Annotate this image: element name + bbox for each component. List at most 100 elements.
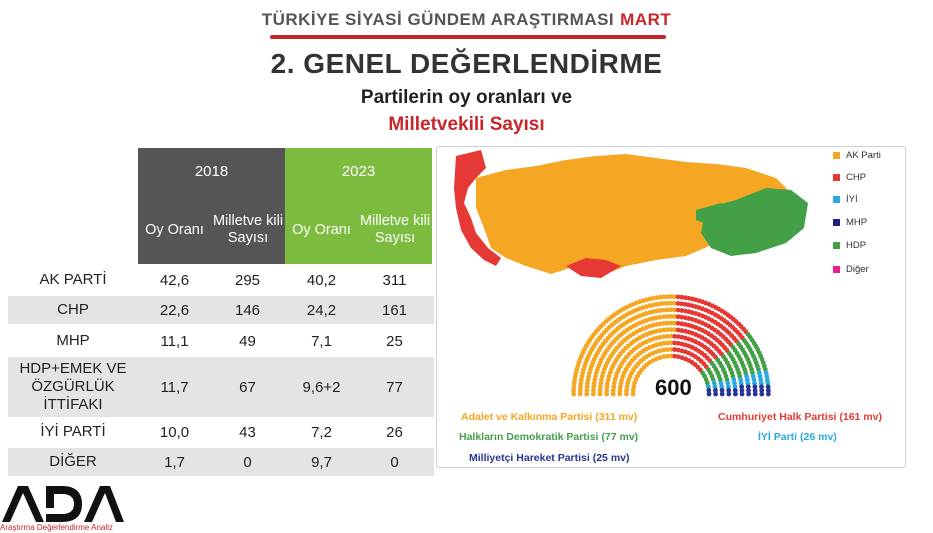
seat-mhp: [713, 387, 718, 393]
seat-iyi: [744, 377, 750, 383]
legend-label: Diğer: [846, 264, 869, 275]
caption-iyi: İYİ Parti (26 mv): [758, 431, 837, 443]
seat-akp: [584, 388, 590, 393]
seat-chp: [672, 333, 678, 339]
parliament-chart: [571, 294, 771, 397]
seat-akp: [654, 315, 660, 321]
seat-akp: [611, 384, 617, 390]
seat-akp: [578, 380, 584, 386]
seats-2018: 43: [239, 423, 256, 441]
ada-logo: [2, 486, 124, 522]
vote-2023: 40,2: [306, 271, 337, 289]
seat-mhp: [719, 387, 725, 393]
seat-akp: [654, 295, 660, 301]
seat-akp: [661, 307, 667, 313]
seat-akp: [571, 388, 577, 393]
seat-akp: [664, 353, 670, 359]
seat-akp: [661, 294, 667, 300]
party-name: AK PARTİ: [39, 271, 107, 288]
seat-akp: [657, 328, 663, 333]
seat-akp: [654, 308, 660, 314]
seat-akp: [657, 341, 663, 347]
party-name: MHP: [56, 332, 90, 349]
seat-mhp: [726, 391, 732, 397]
subheader-seats-2018: Milletve kili Sayısı: [211, 196, 285, 264]
legend-swatch: [833, 242, 840, 249]
section-title: 2. GENEL DEĞERLENDİRME: [270, 48, 663, 79]
seat-iyi: [705, 384, 711, 389]
table-row: CHP 22,6 146 24,2 161: [8, 296, 434, 324]
seats-2023: 26: [386, 423, 403, 441]
vote-2018: 1,7: [164, 453, 185, 471]
seat-akp: [664, 347, 670, 352]
seat-akp: [657, 314, 663, 320]
table-row: MHP 11,1 49 7,1 25: [8, 327, 434, 355]
seat-akp: [585, 380, 590, 386]
seat-akp: [578, 384, 583, 390]
seat-iyi: [738, 377, 743, 383]
seat-mhp: [746, 391, 751, 397]
seat-mhp: [739, 391, 745, 397]
seat-iyi: [718, 380, 724, 386]
seat-chp: [679, 321, 685, 327]
seat-akp: [597, 384, 603, 390]
year-header-2018: 2018: [138, 148, 285, 196]
seat-chp: [675, 347, 681, 353]
party-name: HDP+EMEK VE ÖZGÜRLÜK İTTİFAKI: [19, 360, 127, 413]
seat-chp: [675, 314, 681, 320]
seat-iyi: [712, 384, 718, 390]
survey-title: TÜRKİYE SİYASİ GÜNDEM ARAŞTIRMASI MART: [0, 10, 933, 30]
seat-akp: [661, 334, 667, 340]
survey-month: MART: [620, 10, 672, 29]
seat-chp: [672, 347, 678, 352]
seat-akp: [654, 322, 660, 327]
seats-2023: 161: [381, 301, 408, 319]
subheader-vote-2023: Oy Oranı: [285, 196, 358, 264]
legend-item: CHP: [833, 172, 866, 183]
seat-akp: [657, 308, 663, 313]
seat-iyi: [745, 380, 751, 386]
legend-swatch: [833, 196, 840, 203]
vote-2023: 7,1: [311, 332, 332, 350]
legend-item: MHP: [833, 217, 867, 228]
seat-akp: [591, 388, 596, 393]
seat-mhp: [752, 384, 758, 390]
seat-akp: [668, 340, 674, 346]
seat-akp: [624, 384, 630, 390]
legend-label: HDP: [846, 240, 867, 251]
seat-mhp: [759, 388, 765, 393]
seat-akp: [661, 314, 667, 320]
seat-mhp: [759, 391, 765, 397]
legend-item: Diğer: [833, 264, 869, 275]
subheader-vote-2018: Oy Oranı: [138, 196, 211, 264]
legend-swatch: [833, 152, 840, 159]
map-region-hdp: [696, 203, 731, 226]
vote-2018: 11,1: [160, 332, 189, 350]
seat-mhp: [726, 387, 732, 393]
seat-akp: [661, 347, 667, 353]
legend-item: AK Parti: [833, 150, 881, 161]
seat-akp: [672, 294, 677, 300]
seat-mhp: [765, 388, 771, 393]
seat-iyi: [765, 380, 771, 386]
seat-iyi: [752, 380, 757, 386]
vote-2018: 11,7: [160, 378, 189, 396]
seats-2023: 25: [386, 332, 403, 350]
seat-akp: [571, 380, 577, 386]
subheader-seats-2023: Milletve kili Sayısı: [358, 196, 432, 264]
seat-akp: [598, 380, 604, 386]
seat-akp: [668, 300, 674, 306]
seat-iyi: [738, 380, 744, 386]
seat-akp: [664, 340, 670, 346]
seat-akp: [668, 353, 674, 359]
seat-akp: [665, 314, 670, 319]
seat-akp: [661, 320, 667, 326]
seat-akp: [668, 347, 674, 352]
map-region-chp: [566, 258, 621, 278]
seat-akp: [657, 301, 663, 307]
seat-akp: [668, 294, 674, 299]
caption-hdp: Halkların Demokratik Partisi (77 mv): [459, 431, 639, 443]
seat-akp: [571, 384, 577, 390]
seat-akp: [657, 348, 663, 354]
table-row: HDP+EMEK VE ÖZGÜRLÜK İTTİFAKI 11,7 67 9,…: [8, 357, 434, 417]
